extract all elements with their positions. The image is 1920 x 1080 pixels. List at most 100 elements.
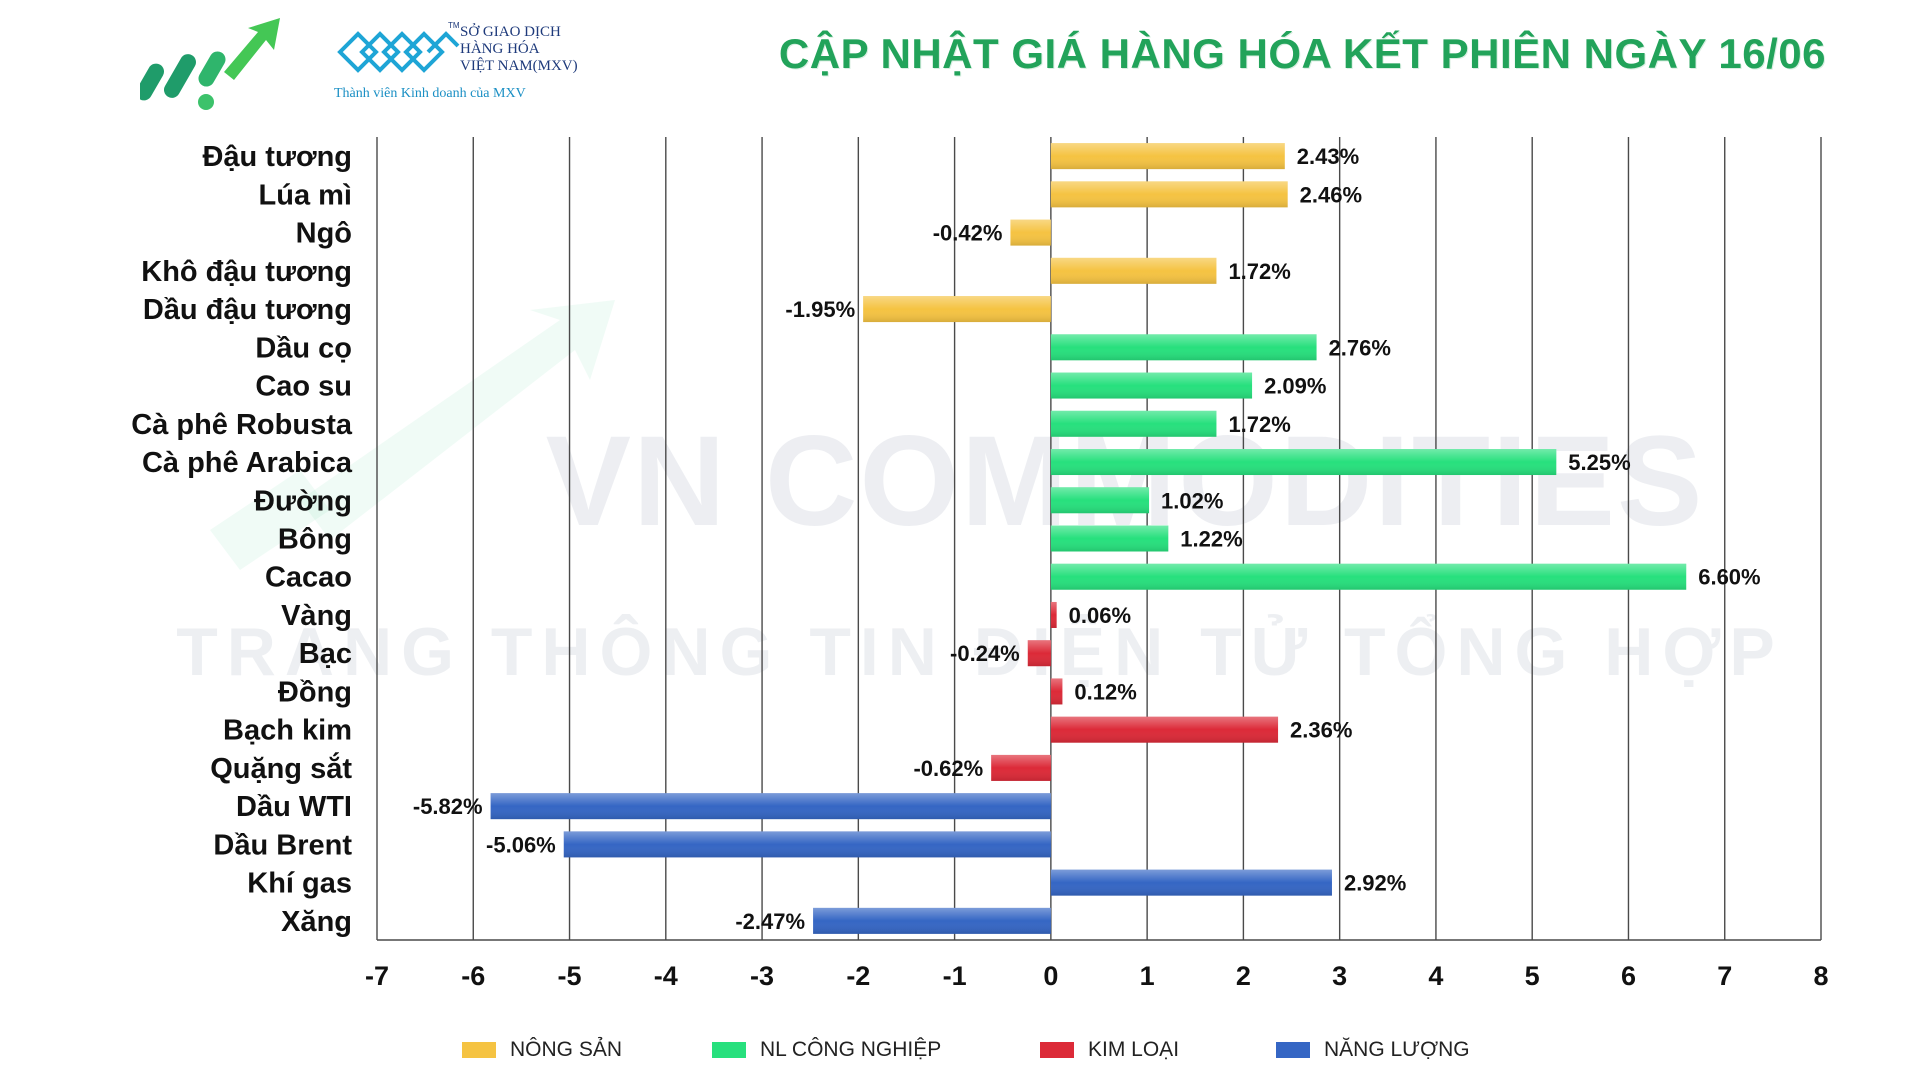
bar-shine — [1010, 219, 1051, 246]
bar-shine — [1050, 372, 1253, 399]
x-tick-label: -7 — [365, 961, 389, 991]
bar-shine — [1050, 563, 1687, 590]
category-label: Xăng — [281, 906, 352, 938]
x-tick-label: 3 — [1332, 961, 1347, 991]
brand-logo: TM — [136, 18, 460, 110]
logo-arrow — [224, 18, 280, 80]
legend-label: NÔNG SẢN — [510, 1038, 623, 1061]
category-label: Vàng — [281, 600, 352, 632]
x-tick-label: -6 — [461, 961, 485, 991]
bar-shine — [1050, 257, 1217, 284]
x-tick-label: -5 — [558, 961, 582, 991]
logo-bar-3 — [198, 51, 226, 87]
mxv-name-line: VIỆT NAM(MXV) — [460, 58, 578, 74]
value-label: 2.92% — [1344, 871, 1406, 896]
bar-shine — [1050, 410, 1217, 437]
legend-label: KIM LOẠI — [1088, 1038, 1180, 1061]
logo-bar-1 — [136, 63, 164, 101]
category-label: Đậu tương — [202, 141, 352, 173]
bar-shine — [1050, 334, 1317, 361]
bar-shine — [863, 296, 1051, 323]
bar-shine — [1027, 640, 1051, 667]
value-label: 2.46% — [1300, 182, 1362, 207]
category-label: Khí gas — [247, 868, 352, 900]
bar-shine — [991, 754, 1051, 781]
x-tick-label: -1 — [943, 961, 967, 991]
value-label: -2.47% — [735, 909, 805, 934]
mxv-name: SỞ GIAO DỊCH HÀNG HÓA VIỆT NAM(MXV) — [460, 24, 578, 75]
bar-shine — [813, 907, 1051, 934]
category-label: Cacao — [265, 562, 352, 594]
category-label: Khô đậu tương — [141, 256, 352, 288]
logo-bar-2 — [164, 54, 196, 98]
value-label: 2.43% — [1297, 144, 1359, 169]
value-label: 5.25% — [1568, 450, 1630, 475]
chart-legend: NÔNG SẢN NL CÔNG NGHIỆP KIM LOẠI NĂNG LƯ… — [0, 1038, 1920, 1068]
category-label: Dầu cọ — [255, 332, 352, 364]
category-label: Bạc — [299, 638, 352, 670]
value-label: 2.09% — [1264, 374, 1326, 399]
x-tick-label: 0 — [1043, 961, 1058, 991]
x-tick-label: 5 — [1525, 961, 1540, 991]
category-label: Dầu WTI — [236, 791, 352, 823]
bar-shine — [563, 831, 1051, 858]
value-label: -1.95% — [785, 297, 855, 322]
legend-item-kim-loai: KIM LOẠI — [1040, 1038, 1179, 1062]
bar-shine — [1050, 716, 1279, 743]
category-label: Đường — [254, 485, 352, 517]
x-tick-label: 6 — [1621, 961, 1636, 991]
legend-swatch — [1040, 1042, 1074, 1058]
watermark: VN COMMODITIES TRANG THÔNG TIN ĐIỆN TỬ T… — [176, 300, 1775, 690]
category-label: Cao su — [255, 371, 352, 403]
category-label: Lúa mì — [259, 179, 352, 211]
bar-chart: VN COMMODITIES TRANG THÔNG TIN ĐIỆN TỬ T… — [131, 137, 1829, 991]
category-labels: Đậu tương Lúa mì Ngô Khô đậu tương Dầu đậu t… — [131, 141, 353, 938]
bar-shine — [1050, 449, 1557, 476]
x-tick-labels: -7 -6 -5 -4 -3 -2 -1 0 1 2 3 4 5 6 7 8 — [365, 961, 1829, 991]
mxv-member-text: Thành viên Kinh doanh của MXV — [334, 86, 526, 101]
mxv-name-line: HÀNG HÓA — [460, 41, 540, 57]
legend-swatch — [712, 1042, 746, 1058]
category-label: Dầu Brent — [213, 829, 352, 861]
value-label: -0.62% — [913, 756, 983, 781]
x-tick-label: 8 — [1813, 961, 1828, 991]
mxv-emblem — [337, 31, 460, 73]
value-label: 2.76% — [1329, 335, 1391, 360]
category-label: Bông — [278, 524, 352, 556]
legend-swatch — [462, 1042, 496, 1058]
x-tick-label: -2 — [846, 961, 870, 991]
category-label: Bạch kim — [223, 715, 352, 747]
bar-shine — [1050, 487, 1150, 514]
value-label: -0.24% — [950, 641, 1020, 666]
category-label: Quặng sắt — [210, 751, 352, 785]
value-label: 1.72% — [1228, 259, 1290, 284]
legend-label: NĂNG LƯỢNG — [1324, 1038, 1470, 1061]
chart-bars — [490, 143, 1687, 934]
value-label: 1.22% — [1180, 527, 1242, 552]
legend-item-nl-cong-nghiep: NL CÔNG NGHIỆP — [712, 1038, 941, 1062]
category-label: Dầu đậu tương — [143, 294, 352, 326]
watermark-logo-arrow — [300, 300, 615, 540]
legend-swatch — [1276, 1042, 1310, 1058]
category-label: Cà phê Robusta — [131, 409, 353, 441]
value-label: 0.12% — [1074, 679, 1136, 704]
bar-shine — [490, 793, 1051, 820]
value-label: 2.36% — [1290, 718, 1352, 743]
trademark: TM — [448, 21, 460, 30]
x-tick-label: 4 — [1428, 961, 1443, 991]
value-label: -5.82% — [413, 794, 483, 819]
value-label: 0.06% — [1069, 603, 1131, 628]
legend-item-nang-luong: NĂNG LƯỢNG — [1276, 1038, 1470, 1062]
value-label: 6.60% — [1698, 565, 1760, 590]
bar-shine — [1050, 525, 1169, 552]
category-label: Ngô — [296, 218, 352, 250]
value-label: -5.06% — [486, 832, 556, 857]
x-tick-label: -4 — [654, 961, 678, 991]
watermark-logo-bar — [210, 470, 330, 570]
mxv-name-line: SỞ GIAO DỊCH — [460, 24, 561, 40]
value-label: 1.02% — [1161, 488, 1223, 513]
x-tick-label: 7 — [1717, 961, 1732, 991]
value-labels: 2.43% 2.46% -0.42% 1.72% -1.95% 2.76%2.09% 1.7… — [413, 144, 1761, 934]
bar-shine — [1050, 869, 1332, 896]
value-label: -0.42% — [933, 221, 1003, 246]
